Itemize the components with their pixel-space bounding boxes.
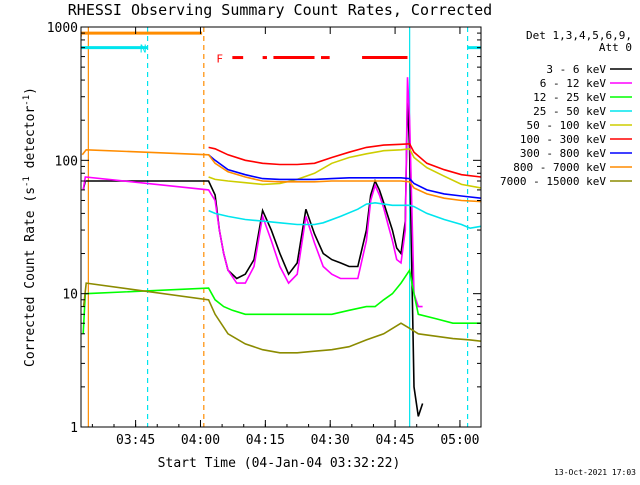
flag-label-F: F: [216, 53, 223, 66]
generation-timestamp: 13-Oct-2021 17:03: [554, 468, 636, 477]
y-tick-label-1: 10: [62, 288, 78, 303]
flag-label-S: S: [76, 28, 83, 41]
legend-label-0: 3 - 6 keV: [546, 63, 606, 76]
legend-label-6: 300 - 800 keV: [520, 147, 606, 160]
x-axis-ticks: 03:45 04:00 04:15 04:30 04:45 05:00: [91, 27, 480, 448]
legend-label-1: 6 - 12 keV: [540, 77, 607, 90]
flag-label-N: N: [140, 43, 147, 56]
x-tick-label-4: 04:45: [376, 433, 415, 448]
series-line-0: [82, 96, 424, 417]
x-tick-label-3: 04:30: [311, 433, 350, 448]
y-label-part1: Corrected Count Rate (s: [23, 187, 38, 367]
series-line-3: [208, 201, 481, 230]
y-axis-ticks: 1 10 100 1000: [47, 21, 481, 436]
legend-label-4: 50 - 100 keV: [527, 119, 607, 132]
flag-bars: S N F: [76, 28, 481, 66]
x-tick-label-5: 05:00: [440, 433, 479, 448]
legend-label-2: 12 - 25 keV: [533, 91, 606, 104]
legend-label-3: 25 - 50 keV: [533, 105, 606, 118]
series-line-1: [82, 77, 423, 308]
series-line-2: [82, 268, 481, 334]
x-tick-label-1: 04:00: [181, 433, 220, 448]
x-axis-label: Start Time (04-Jan-04 03:32:22): [158, 456, 401, 471]
legend-label-5: 100 - 300 keV: [520, 133, 606, 146]
y-label-exp1: -1: [22, 176, 32, 187]
y-label-part2: detector: [23, 106, 38, 177]
x-tick-label-2: 04:15: [246, 433, 285, 448]
legend-header-line1: Det 1,3,4,5,6,9,: [526, 29, 632, 42]
x-tick-label-0: 03:45: [116, 433, 155, 448]
series-line-7: [81, 148, 481, 203]
series-line-5: [208, 142, 481, 178]
y-axis-label: Corrected Count Rate (s-1 detector-1): [22, 87, 38, 367]
y-tick-label-3: 1000: [47, 21, 78, 36]
y-label-part3: ): [23, 87, 38, 95]
series-line-4: [208, 147, 481, 189]
plot-frame: [80, 26, 482, 428]
series-line-8: [82, 282, 481, 354]
legend-label-8: 7000 - 15000 keV: [500, 175, 606, 188]
legend-header-line2: Att 0: [599, 41, 632, 54]
chart-title: RHESSI Observing Summary Count Rates, Co…: [68, 1, 492, 19]
legend-label-7: 800 - 7000 keV: [513, 161, 606, 174]
y-label-exp2: -1: [22, 95, 32, 106]
series-lines: [81, 77, 481, 417]
y-tick-label-2: 100: [55, 154, 78, 169]
series-line-6: [208, 154, 481, 199]
y-tick-label-0: 1: [70, 421, 78, 436]
